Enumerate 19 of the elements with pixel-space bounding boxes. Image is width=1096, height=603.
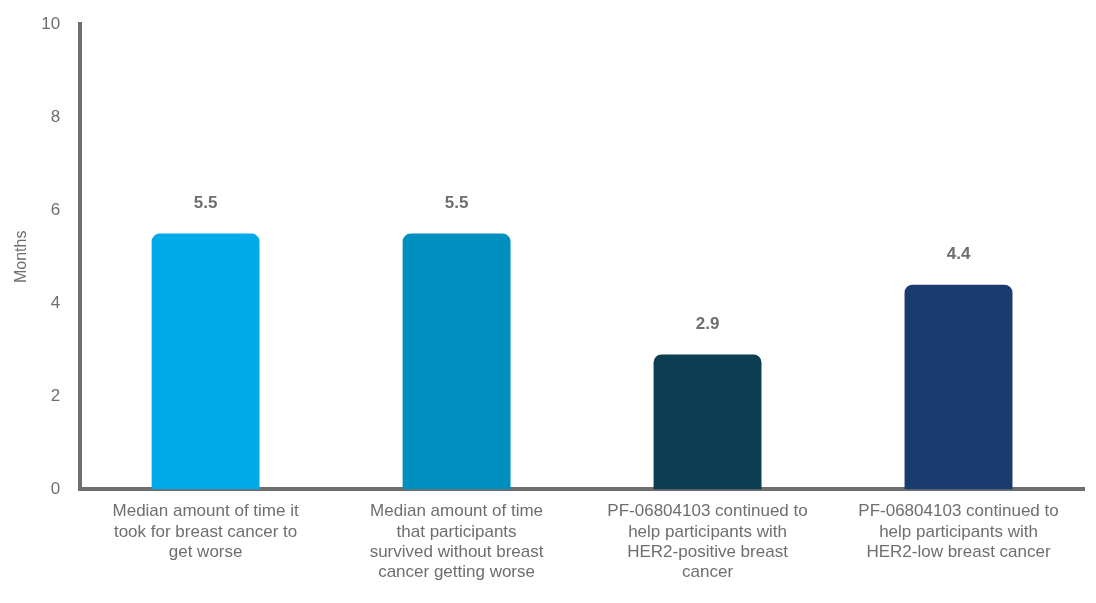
y-tick-label: 4 [50, 293, 61, 313]
x-tick-label: PF-06804103 continued to help participants with HER2-positive breast cancer [607, 501, 808, 582]
y-axis-title: Months [12, 230, 30, 284]
x-tick-label: Median amount of time that participants survived without breast cancer getting worse [369, 501, 544, 582]
bar [904, 284, 1013, 490]
y-tick-label: 2 [50, 386, 61, 406]
data-label: 5.5 [193, 192, 218, 212]
bar [402, 233, 511, 490]
data-label: 5.5 [444, 192, 469, 212]
y-tick-label: 10 [41, 13, 61, 33]
data-label: 4.4 [946, 243, 971, 263]
bar [151, 233, 260, 490]
data-label: 2.9 [695, 313, 720, 333]
bar [653, 354, 762, 490]
y-tick-label: 8 [50, 106, 61, 126]
y-tick-label: 0 [50, 479, 61, 499]
y-tick-label: 6 [50, 199, 61, 219]
x-tick-label: Median amount of time it took for breast cancer to get worse [112, 501, 299, 562]
x-tick-label: PF-06804103 continued to help participants with HER2-low breast cancer [858, 501, 1059, 562]
